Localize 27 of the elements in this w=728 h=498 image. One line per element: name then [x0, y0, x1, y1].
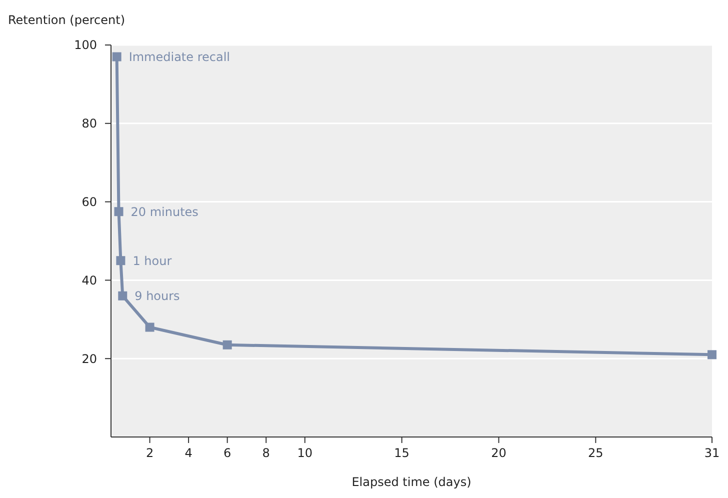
- x-tick-label: 4: [184, 446, 192, 460]
- point: [116, 256, 126, 266]
- x-tick-label: 10: [297, 446, 313, 460]
- annotation: 1 hour: [132, 254, 172, 268]
- x-tick-label: 15: [394, 446, 410, 460]
- point: [222, 340, 232, 350]
- y-tick-label: 20: [82, 352, 97, 366]
- x-tick-label: 2: [146, 446, 154, 460]
- x-tick-label: 25: [588, 446, 604, 460]
- point: [112, 52, 122, 62]
- annotation: 20 minutes: [130, 204, 198, 219]
- x-axis-title: Elapsed time (days): [352, 475, 472, 489]
- annotation: 9 hours: [134, 289, 180, 304]
- point: [114, 207, 124, 216]
- x-tick-label: 8: [262, 446, 270, 460]
- y-tick-label: 40: [82, 273, 97, 288]
- y-tick-label: 80: [82, 116, 97, 131]
- x-tick-label: 20: [491, 446, 506, 460]
- point: [708, 350, 716, 360]
- y-axis-title: Retention (percent): [8, 13, 125, 27]
- y-tick-label: 60: [82, 195, 97, 209]
- y-tick-label: 100: [74, 38, 97, 52]
- point: [145, 322, 154, 332]
- point: [118, 291, 128, 300]
- annotation: Immediate recall: [128, 50, 230, 64]
- x-tick-label: 6: [224, 446, 232, 460]
- x-tick-label: 31: [704, 446, 720, 460]
